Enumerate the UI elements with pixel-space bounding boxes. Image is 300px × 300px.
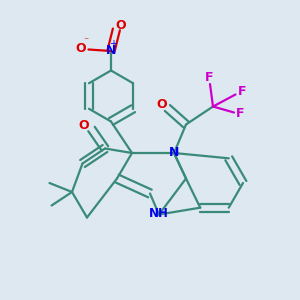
Text: O: O: [115, 19, 126, 32]
Text: +: +: [110, 39, 117, 50]
Text: NH: NH: [149, 207, 169, 220]
Text: O: O: [79, 119, 89, 133]
Text: N: N: [106, 44, 116, 58]
Text: F: F: [236, 106, 245, 120]
Text: N: N: [169, 146, 179, 160]
Text: F: F: [205, 71, 213, 84]
Text: F: F: [238, 85, 246, 98]
Text: O: O: [75, 42, 86, 56]
Text: O: O: [156, 98, 167, 111]
Text: ⁻: ⁻: [83, 36, 88, 46]
